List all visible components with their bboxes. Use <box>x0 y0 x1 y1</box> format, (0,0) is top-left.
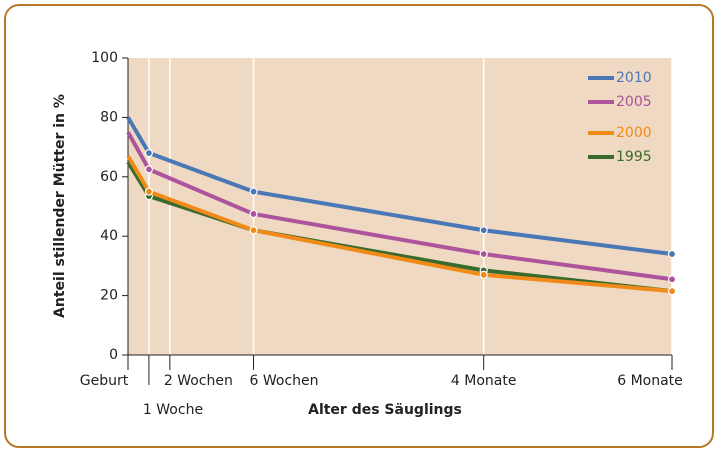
data-point <box>144 165 154 174</box>
x-axis-title: Alter des Säuglings <box>308 402 462 418</box>
data-point <box>667 249 677 259</box>
x-tick-label: 6 Wochen <box>250 373 319 389</box>
y-tick-label: 60 <box>100 169 118 185</box>
legend-label: 1995 <box>616 149 652 165</box>
data-point <box>667 287 677 296</box>
x-tick-label: 4 Monate <box>451 373 517 389</box>
data-point <box>144 187 154 196</box>
y-tick-label: 0 <box>109 347 118 363</box>
data-point <box>479 249 488 259</box>
y-tick-label: 80 <box>100 109 118 125</box>
y-axis-title: Anteil stillender Mütter in % <box>52 94 68 318</box>
legend-label: 2010 <box>616 70 652 86</box>
x-tick-label: Geburt <box>80 373 129 389</box>
data-point <box>249 187 258 196</box>
data-point <box>144 148 154 158</box>
y-tick-label: 40 <box>100 228 118 244</box>
legend-label: 2000 <box>616 125 652 141</box>
x-tick-label: 6 Monate <box>617 373 683 389</box>
plot-area <box>128 58 672 355</box>
x-tick-label: 2 Wochen <box>164 373 233 389</box>
legend-label: 2005 <box>616 94 652 110</box>
data-point <box>249 209 258 219</box>
x-tick-label: 1 Woche <box>143 402 203 418</box>
data-point <box>667 275 677 284</box>
y-tick-label: 100 <box>91 50 118 66</box>
data-point <box>479 270 488 279</box>
y-tick-label: 20 <box>100 288 118 304</box>
data-point <box>479 226 488 235</box>
data-point <box>249 226 258 235</box>
